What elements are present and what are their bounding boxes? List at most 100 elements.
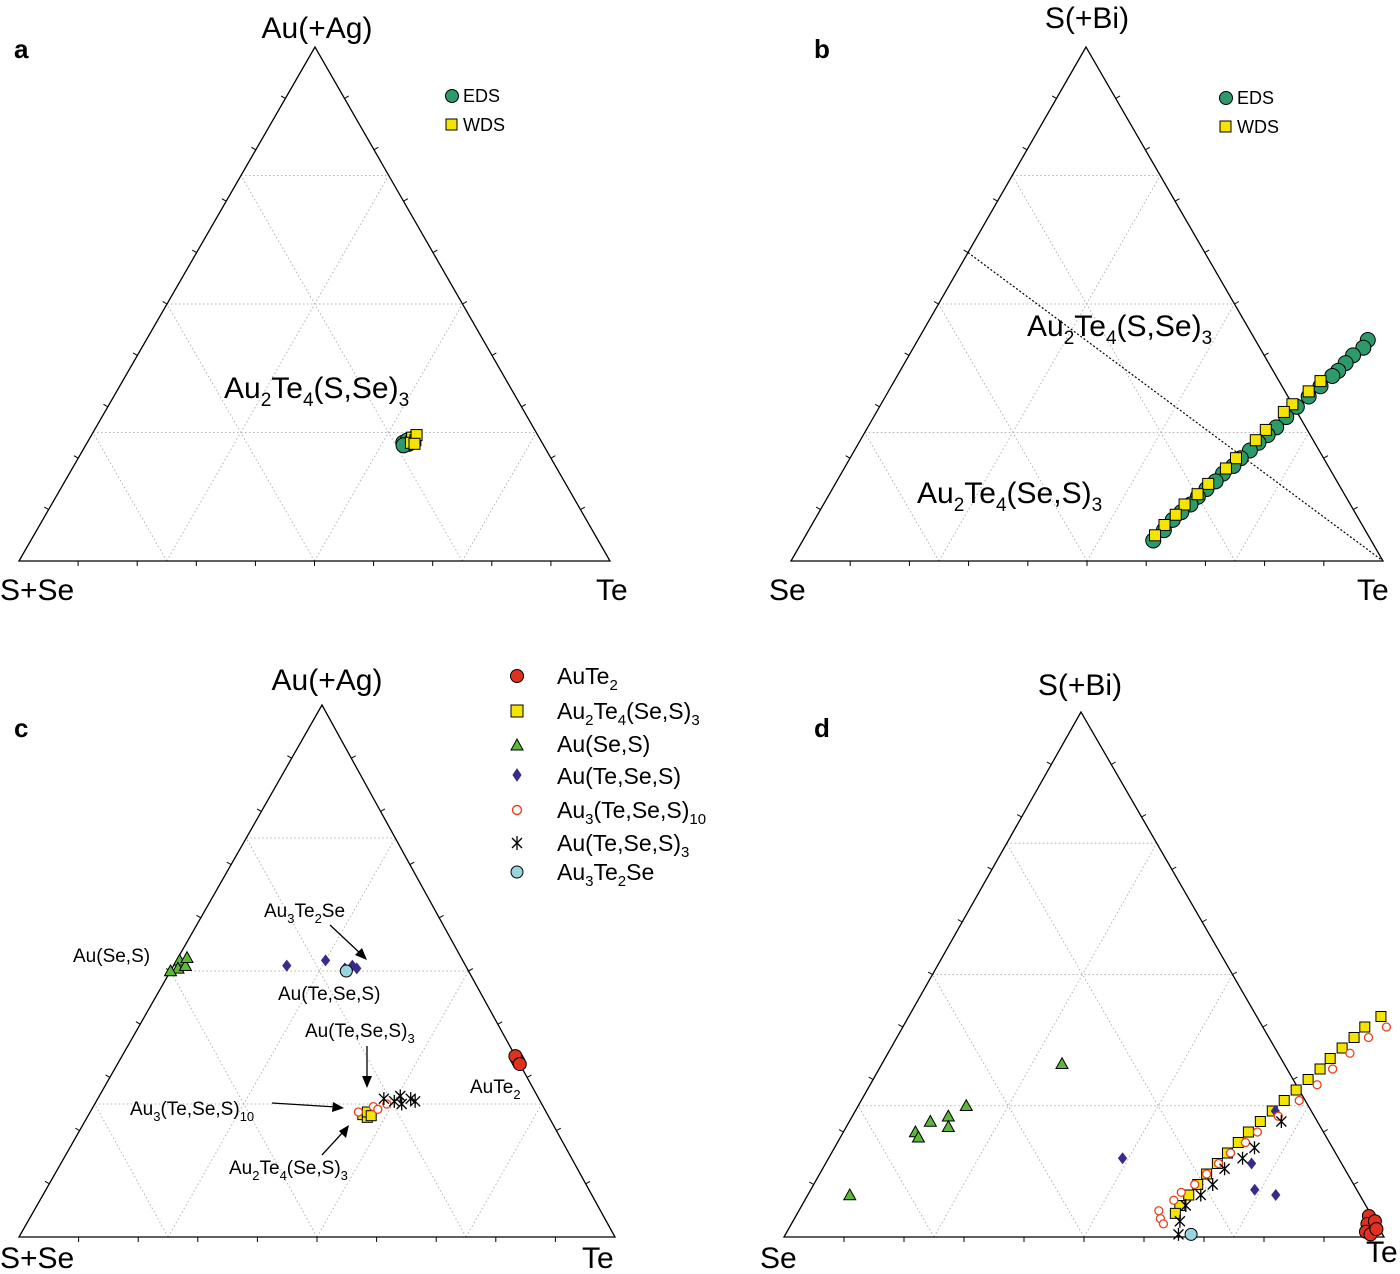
legend-eds-marker [1219, 91, 1233, 105]
legend-au3te2se-label: Au3Te2Se [557, 859, 654, 890]
legend-wds-marker [1219, 120, 1232, 133]
axis-tick [1115, 95, 1121, 99]
axis-tick [256, 808, 262, 812]
point-au-se-s [959, 1098, 974, 1112]
axis-tick [221, 198, 227, 202]
legend-au-se-s-label: Au(Se,S) [557, 731, 650, 757]
axis-tick [521, 403, 527, 408]
point-au3-te-se-s-10 [1190, 1179, 1200, 1190]
axis-tick [1111, 761, 1116, 765]
panel-c-legend: AuTe2 Au2Te4(Se,S)3 Au(Se,S) Au(Te,Se,S)… [510, 663, 706, 890]
point-au-te-se-s [1271, 1188, 1281, 1202]
point-au-te-se-s [1250, 1183, 1260, 1196]
axis-tick [373, 146, 379, 151]
point-au-te-se-s-3 [1219, 1162, 1231, 1176]
point-au3-te-se-s-10 [1240, 1137, 1251, 1148]
axis-tick [874, 403, 880, 408]
point-au-te-se-s-3 [1195, 1188, 1207, 1202]
point-au3-te-se-s-10 [1381, 1022, 1392, 1032]
point-au-se-s [923, 1114, 938, 1127]
legend-eds-label: EDS [1237, 88, 1274, 108]
axis-tick [438, 914, 444, 919]
axis-tick [987, 866, 993, 870]
point-wds [1302, 385, 1315, 398]
axis-tick [491, 352, 497, 356]
legend-au-te-se-s-label: Au(Te,Se,S) [557, 763, 681, 789]
point-au3-te-se-s-10 [1273, 1111, 1283, 1121]
legend-au3-10-label: Au3(Te,Se,S)10 [557, 797, 706, 828]
grid-line [316, 970, 469, 1238]
point-au-te-se-s-3 [1237, 1151, 1249, 1165]
point-au2te4-se-s-3 [1290, 1084, 1302, 1096]
point-au-se-s [178, 958, 193, 971]
grid-line [314, 303, 463, 562]
legend-wds-label: WDS [1237, 117, 1279, 137]
point-au3-te-se-s-10 [1225, 1148, 1236, 1158]
panel-b-right-vertex: Te [1357, 574, 1389, 607]
point-au2te4-se-s-3 [1242, 1126, 1254, 1138]
panel-b-annotation-upper: Au2Te4(S,Se)3 [1027, 310, 1212, 349]
point-au3te2se [1184, 1227, 1198, 1241]
axis-tick [44, 1180, 50, 1185]
panel-c-label: c [14, 713, 28, 743]
panel-b-left-vertex: Se [769, 574, 806, 607]
axis-tick [103, 403, 109, 408]
triangle-frame [782, 710, 1386, 1238]
panel-d-points [842, 1011, 1392, 1242]
point-au-se-s [180, 950, 194, 963]
axis-tick [1145, 146, 1150, 151]
arrow-au2te4-se-s-3 [321, 1130, 345, 1156]
point-wds [1191, 488, 1204, 501]
grid-line [465, 1103, 543, 1238]
panel-c: c Au(+Ag) S+Se Te Au3Te2Se Au(Se,S) Au(T… [0, 663, 706, 1274]
point-au2te4-se-s-3 [1254, 1116, 1266, 1127]
panel-a-annotation: Au2Te4(S,Se)3 [224, 372, 409, 411]
point-wds [1249, 434, 1262, 447]
panel-d-right-vertex: Te [1366, 1236, 1398, 1269]
axis-tick [280, 95, 286, 99]
axis-tick [898, 1024, 904, 1028]
grid-line [933, 843, 1158, 1238]
point-au2te4-se-s-3 [1314, 1063, 1326, 1075]
axis-tick [1017, 814, 1022, 818]
axis-tick [580, 506, 586, 511]
point-aute2 [512, 1057, 527, 1072]
point-au3-te-se-s-10 [1176, 1187, 1186, 1198]
axis-tick [1353, 506, 1358, 511]
point-au3-te-se-s-10 [1327, 1064, 1338, 1074]
panel-b-annotation-lower: Au2Te4(Se,S)3 [917, 477, 1102, 516]
grid-line [461, 432, 537, 562]
point-au-te-se-s-3 [1173, 1227, 1184, 1241]
point-au-te-se-s-3 [396, 1097, 408, 1111]
axis-tick [1171, 866, 1177, 870]
axis-tick [462, 301, 468, 305]
axis-tick [344, 95, 350, 99]
axis-tick [1046, 761, 1052, 765]
point-wds [408, 437, 421, 450]
axis-tick [432, 249, 438, 254]
axis-tick [192, 249, 197, 254]
axis-tick [251, 146, 257, 151]
grid-line [92, 432, 168, 562]
point-au3-te-se-s-10 [1345, 1048, 1355, 1058]
axis-tick [868, 1076, 874, 1080]
panel-a-points [395, 429, 423, 454]
axis-tick [162, 301, 168, 305]
point-au-se-s [1055, 1056, 1069, 1070]
panel-a-legend: EDS WDS [445, 86, 505, 135]
axis-tick [1234, 301, 1240, 305]
axis-tick [1292, 1076, 1298, 1080]
point-aute2 [1369, 1222, 1384, 1237]
point-au3-te-se-s-10 [1158, 1219, 1169, 1229]
axis-tick [44, 506, 49, 511]
point-au3-te-se-s-10 [1312, 1080, 1322, 1090]
axis-tick [1204, 249, 1210, 254]
arrowhead-au3te2se [355, 948, 367, 960]
point-wds [1158, 519, 1171, 532]
point-au3-te-se-s-10 [1169, 1195, 1179, 1205]
legend-wds-marker [445, 118, 458, 131]
grid-line [94, 1103, 169, 1238]
axis-tick [556, 1127, 562, 1132]
point-wds [1149, 529, 1162, 542]
arrowhead-au2te4-se-s-3 [339, 1125, 349, 1138]
